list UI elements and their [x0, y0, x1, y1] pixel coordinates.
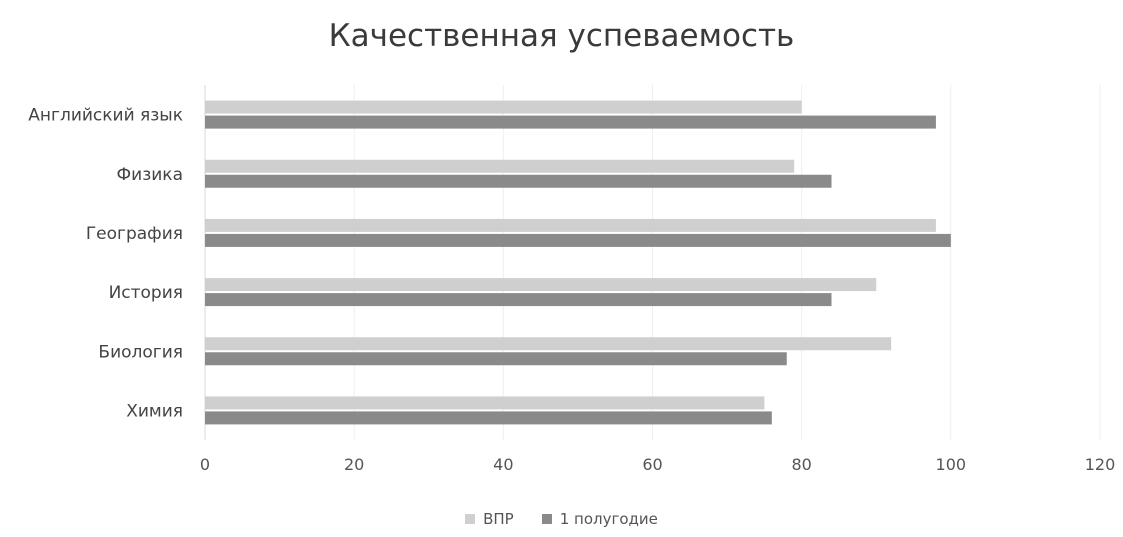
x-tick-label-60: 60 — [642, 455, 662, 474]
x-tick-label-100: 100 — [936, 455, 967, 474]
legend-swatch-vpr — [465, 514, 476, 524]
bar-vpr-5 — [205, 396, 765, 410]
legend-item-semester: 1 полугодие — [541, 510, 658, 528]
category-label-1: Физика — [117, 165, 183, 185]
bar-semester-3 — [205, 293, 832, 307]
bar-vpr-2 — [205, 218, 936, 232]
legend-label-semester: 1 полугодие — [559, 510, 658, 528]
legend: ВПР 1 полугодие — [0, 510, 1123, 528]
category-label-5: Химия — [126, 401, 183, 421]
category-label-3: История — [109, 283, 183, 303]
category-label-4: Биология — [98, 342, 183, 362]
x-tick-label-20: 20 — [344, 455, 364, 474]
x-tick-label-80: 80 — [791, 455, 811, 474]
category-label-0: Английский язык — [28, 106, 183, 126]
x-tick-label-40: 40 — [493, 455, 513, 474]
bar-vpr-1 — [205, 159, 795, 173]
bar-vpr-4 — [205, 337, 892, 351]
bar-semester-0 — [205, 115, 936, 129]
legend-swatch-semester — [541, 514, 552, 524]
x-tick-label-120: 120 — [1085, 455, 1116, 474]
bar-semester-5 — [205, 411, 772, 425]
bar-vpr-0 — [205, 100, 802, 114]
x-tick-label-0: 0 — [200, 455, 210, 474]
bar-semester-1 — [205, 174, 832, 188]
bar-semester-2 — [205, 233, 951, 247]
chart-title: Качественная успеваемость — [328, 18, 795, 54]
category-label-2: География — [86, 224, 183, 244]
legend-item-vpr: ВПР — [465, 510, 514, 528]
bar-semester-4 — [205, 352, 787, 366]
bar-vpr-3 — [205, 278, 877, 292]
legend-label-vpr: ВПР — [483, 510, 514, 528]
